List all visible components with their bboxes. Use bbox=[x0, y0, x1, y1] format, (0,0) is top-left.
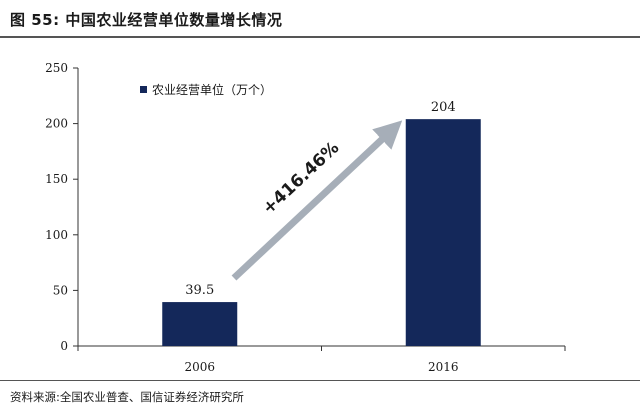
bars: 39.5 204 bbox=[162, 100, 481, 346]
data-label: 204 bbox=[431, 100, 456, 115]
y-tick-label: 150 bbox=[45, 172, 68, 186]
y-tick-label: 100 bbox=[45, 228, 68, 242]
legend-swatch bbox=[140, 86, 147, 93]
x-tick-label: 2016 bbox=[428, 360, 459, 374]
y-tick-label: 200 bbox=[45, 117, 68, 131]
source-bar: 资料来源:全国农业普查、国信证券经济研究所 bbox=[0, 380, 640, 413]
bar-2016 bbox=[405, 119, 481, 346]
figure-title-bar: 图 55: 中国农业经营单位数量增长情况 bbox=[0, 0, 640, 38]
y-tick-label: 250 bbox=[45, 61, 68, 75]
y-axis: 0 50 100 150 200 250 bbox=[45, 61, 79, 353]
growth-annotation: +416.46% bbox=[231, 120, 403, 281]
legend: 农业经营单位（万个） bbox=[140, 82, 272, 97]
growth-arrow bbox=[231, 120, 403, 281]
x-axis: 2006 2016 bbox=[77, 345, 566, 374]
y-tick-label: 0 bbox=[60, 339, 68, 353]
y-tick-label: 50 bbox=[53, 283, 68, 297]
bar-2006 bbox=[162, 302, 238, 346]
x-tick-label: 2006 bbox=[184, 360, 215, 374]
legend-label: 农业经营单位（万个） bbox=[152, 82, 272, 97]
bar-chart: 0 50 100 150 200 250 2006 2016 39.5 204 农业经营单位（… bbox=[45, 61, 566, 374]
source-note: 资料来源:全国农业普查、国信证券经济研究所 bbox=[10, 390, 244, 404]
figure-title: 图 55: 中国农业经营单位数量增长情况 bbox=[10, 11, 283, 29]
growth-label: +416.46% bbox=[259, 138, 344, 219]
data-label: 39.5 bbox=[185, 283, 214, 298]
